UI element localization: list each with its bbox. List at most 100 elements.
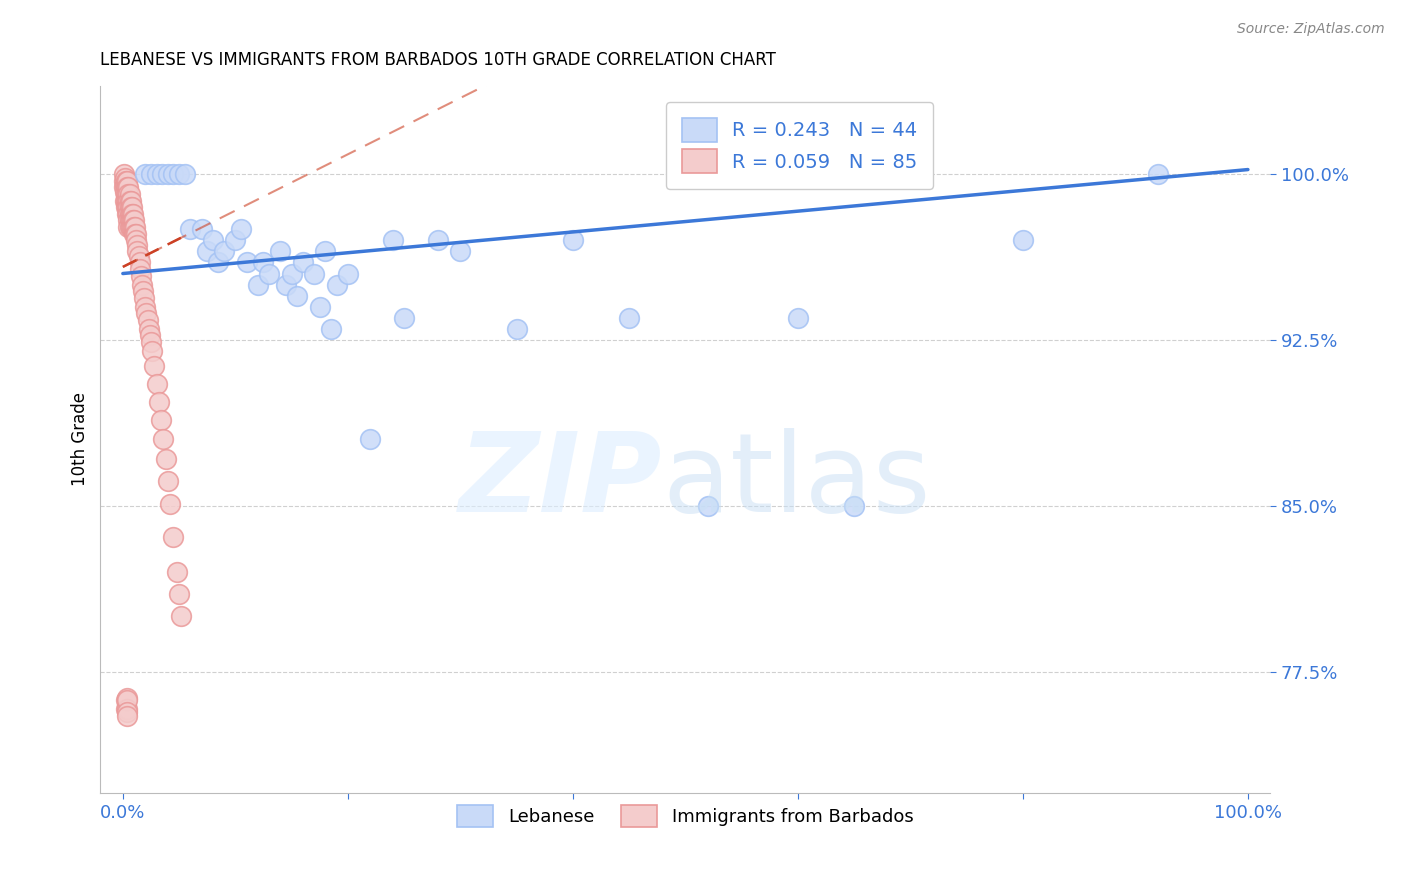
Text: atlas: atlas xyxy=(662,428,931,535)
Point xyxy=(118,213,141,227)
Point xyxy=(120,200,142,214)
Point xyxy=(302,267,325,281)
Point xyxy=(314,244,336,259)
Point xyxy=(125,227,148,241)
Point xyxy=(150,412,173,426)
Point xyxy=(134,291,156,305)
Point xyxy=(115,693,138,707)
Point xyxy=(143,359,166,374)
Point xyxy=(115,173,138,187)
Point xyxy=(117,180,139,194)
Point xyxy=(122,207,145,221)
Point xyxy=(359,433,381,447)
Point xyxy=(118,220,141,235)
Point xyxy=(139,335,162,350)
Point xyxy=(229,222,252,236)
Point xyxy=(170,609,193,624)
Point xyxy=(117,702,139,716)
Point xyxy=(115,186,138,201)
Point xyxy=(167,167,190,181)
Point xyxy=(127,237,149,252)
Legend: Lebanese, Immigrants from Barbados: Lebanese, Immigrants from Barbados xyxy=(450,797,921,834)
Point xyxy=(145,167,167,181)
Point xyxy=(122,227,145,241)
Point xyxy=(120,194,142,208)
Point xyxy=(392,310,415,325)
Y-axis label: 10th Grade: 10th Grade xyxy=(72,392,89,486)
Point xyxy=(336,267,359,281)
Point xyxy=(207,255,229,269)
Point xyxy=(136,313,159,327)
Point xyxy=(122,213,145,227)
Point xyxy=(152,433,174,447)
Point xyxy=(121,213,143,227)
Point xyxy=(269,244,291,259)
Text: ZIP: ZIP xyxy=(458,428,662,535)
Point xyxy=(173,167,195,181)
Point xyxy=(141,343,163,358)
Point xyxy=(1147,167,1170,181)
Point xyxy=(128,255,150,269)
Point xyxy=(505,322,527,336)
Point xyxy=(156,167,179,181)
Point xyxy=(285,288,308,302)
Point xyxy=(280,267,302,281)
Point xyxy=(159,497,181,511)
Point xyxy=(134,300,156,314)
Point xyxy=(148,394,170,409)
Point xyxy=(1012,233,1035,247)
Point xyxy=(112,173,135,187)
Point xyxy=(121,207,143,221)
Point xyxy=(167,587,190,601)
Point xyxy=(308,300,330,314)
Point xyxy=(121,200,143,214)
Point xyxy=(319,322,342,336)
Point xyxy=(117,200,139,214)
Point xyxy=(117,709,139,723)
Point xyxy=(696,499,718,513)
Point xyxy=(117,213,139,227)
Point xyxy=(118,200,141,214)
Point xyxy=(201,233,224,247)
Point xyxy=(150,167,173,181)
Point xyxy=(117,194,139,208)
Point xyxy=(118,194,141,208)
Point xyxy=(145,377,167,392)
Point xyxy=(117,705,139,719)
Point xyxy=(120,213,142,227)
Point xyxy=(112,180,135,194)
Point xyxy=(212,244,235,259)
Point xyxy=(115,180,138,194)
Point xyxy=(252,255,274,269)
Text: LEBANESE VS IMMIGRANTS FROM BARBADOS 10TH GRADE CORRELATION CHART: LEBANESE VS IMMIGRANTS FROM BARBADOS 10T… xyxy=(100,51,776,69)
Point xyxy=(138,322,160,336)
Point xyxy=(124,220,146,235)
Point xyxy=(561,233,583,247)
Point xyxy=(139,167,162,181)
Point xyxy=(117,180,139,194)
Point xyxy=(179,222,201,236)
Point xyxy=(291,255,314,269)
Point xyxy=(122,220,145,235)
Point xyxy=(117,693,139,707)
Point xyxy=(156,475,179,489)
Point xyxy=(128,249,150,263)
Point xyxy=(190,222,212,236)
Point xyxy=(122,213,145,227)
Point xyxy=(115,702,138,716)
Point xyxy=(117,194,139,208)
Point xyxy=(117,207,139,221)
Point xyxy=(842,499,865,513)
Point xyxy=(117,186,139,201)
Point xyxy=(135,306,157,320)
Point xyxy=(257,267,280,281)
Text: Source: ZipAtlas.com: Source: ZipAtlas.com xyxy=(1237,22,1385,37)
Point xyxy=(120,207,142,221)
Point xyxy=(124,227,146,241)
Point xyxy=(127,244,149,259)
Point xyxy=(246,277,269,292)
Point xyxy=(114,178,136,192)
Point xyxy=(166,565,188,579)
Point xyxy=(426,233,449,247)
Point xyxy=(617,310,640,325)
